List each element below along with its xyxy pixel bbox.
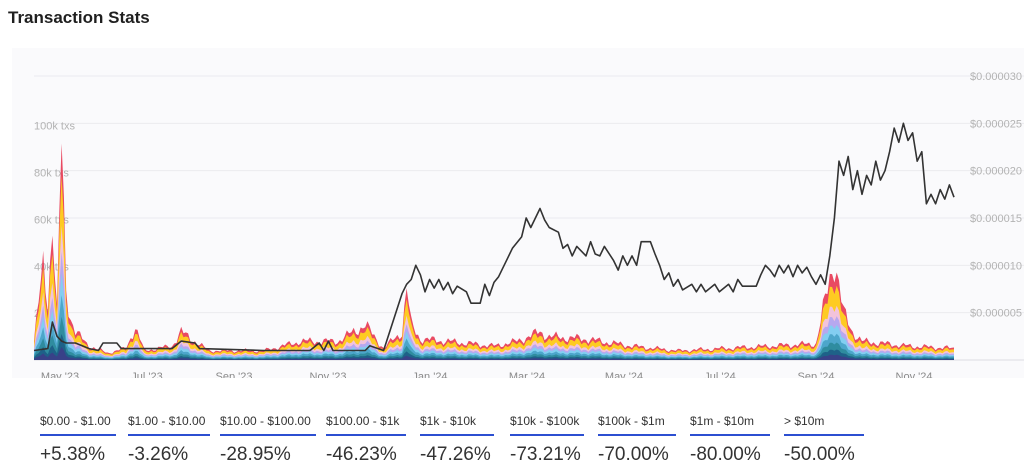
left-axis-tick: 80k txs [34, 168, 69, 180]
stat-8[interactable]: > $10m -50.00% [784, 414, 864, 466]
stat-change-value: -73.21% [510, 444, 581, 465]
stat-change-value: -28.95% [220, 444, 291, 465]
stat-change-value: +5.38% [40, 444, 105, 465]
stat-0[interactable]: $0.00 - $1.00 +5.38% [40, 414, 116, 466]
right-axis-tick: $0.000030 [970, 71, 1022, 83]
x-axis-tick: May '23 [41, 371, 79, 378]
x-axis-tick: Nov '24 [896, 371, 933, 378]
stat-3[interactable]: $100.00 - $1k -46.23% [326, 414, 406, 466]
right-axis-tick: $0.000005 [970, 308, 1022, 320]
tx-area-layer [34, 225, 954, 360]
x-axis-tick: Mar '24 [509, 371, 545, 378]
right-axis-tick: $0.000020 [970, 166, 1022, 178]
x-axis-tick: May '24 [605, 371, 643, 378]
stat-change-value: -70.00% [598, 444, 669, 465]
stat-range-label: $1k - $10k [420, 414, 494, 436]
x-axis-tick: Nov '23 [310, 371, 347, 378]
stat-range-label: $10k - $100k [510, 414, 584, 436]
stat-2[interactable]: $10.00 - $100.00 -28.95% [220, 414, 316, 466]
stat-range-label: $1.00 - $10.00 [128, 414, 210, 436]
stat-7[interactable]: $1m - $10m -80.00% [690, 414, 770, 466]
left-axis-tick: 100k txs [34, 121, 75, 133]
stat-range-label: $10.00 - $100.00 [220, 414, 316, 436]
stat-5[interactable]: $10k - $100k -73.21% [510, 414, 584, 466]
x-axis-tick: Jul '24 [704, 371, 735, 378]
page-title: Transaction Stats [8, 8, 150, 27]
stat-range-label: $100.00 - $1k [326, 414, 406, 436]
stat-1[interactable]: $1.00 - $10.00 -3.26% [128, 414, 210, 466]
price-line [33, 122, 955, 352]
x-axis-tick: Sep '23 [216, 371, 253, 378]
right-axis-tick: $0.000010 [970, 260, 1022, 272]
stat-change-value: -50.00% [784, 444, 855, 465]
right-axis-tick: $0.000015 [970, 213, 1022, 225]
stat-range-label: > $10m [784, 414, 864, 436]
tx-area-layer [34, 143, 954, 360]
x-axis-tick: Jul '23 [131, 371, 162, 378]
stat-change-value: -3.26% [128, 444, 189, 465]
stat-range-label: $0.00 - $1.00 [40, 414, 116, 436]
chart-svg: $0.000005 $0.000010 $0.000015 $0.000020 $0.0… [33, 71, 1024, 378]
tx-area-layer [34, 176, 954, 360]
x-axis-tick: Jan '24 [412, 371, 447, 378]
right-axis-tick: $0.000025 [970, 118, 1022, 130]
stat-change-value: -46.23% [326, 444, 397, 465]
stat-4[interactable]: $1k - $10k -47.26% [420, 414, 494, 466]
stat-change-value: -80.00% [690, 444, 761, 465]
stat-change-value: -47.26% [420, 444, 491, 465]
stat-range-label: $100k - $1m [598, 414, 676, 436]
stat-6[interactable]: $100k - $1m -70.00% [598, 414, 676, 466]
transaction-chart: $0.000005 $0.000010 $0.000015 $0.000020 $0.0… [12, 48, 1024, 378]
stat-range-label: $1m - $10m [690, 414, 770, 436]
x-axis-tick: Sep '24 [798, 371, 835, 378]
